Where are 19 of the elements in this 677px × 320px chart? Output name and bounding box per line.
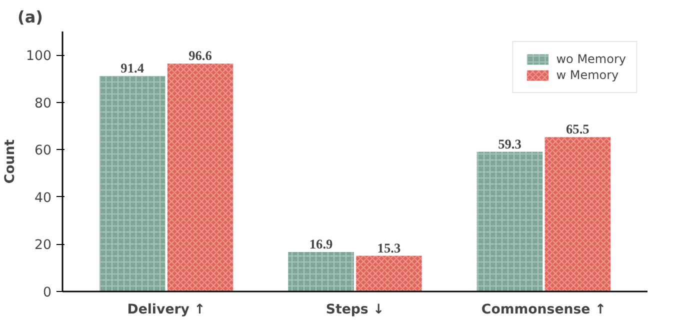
- legend-label: w Memory: [556, 68, 619, 82]
- chart-title: (a): [18, 8, 43, 26]
- data-label: 16.9: [309, 236, 334, 252]
- data-label: 15.3: [377, 240, 401, 256]
- legend-label: wo Memory: [556, 52, 626, 66]
- y-tick-label: 40: [34, 190, 52, 206]
- y-axis-title: Count: [3, 138, 18, 184]
- x-tick-label: Commonsense ↑: [481, 302, 606, 318]
- y-tick-label: 20: [34, 238, 52, 254]
- y-tick-label: 80: [34, 96, 52, 112]
- y-tick-label: 0: [43, 286, 52, 300]
- x-tick-label: Steps ↓: [326, 302, 384, 318]
- y-tick-label: 100: [26, 49, 52, 64]
- data-label: 96.6: [188, 48, 212, 64]
- data-label: 91.4: [120, 60, 144, 76]
- y-tick-label: 60: [34, 144, 52, 159]
- data-label: 65.5: [566, 122, 590, 137]
- data-label: 59.3: [498, 136, 522, 152]
- x-tick-label: Delivery ↑: [127, 302, 206, 318]
